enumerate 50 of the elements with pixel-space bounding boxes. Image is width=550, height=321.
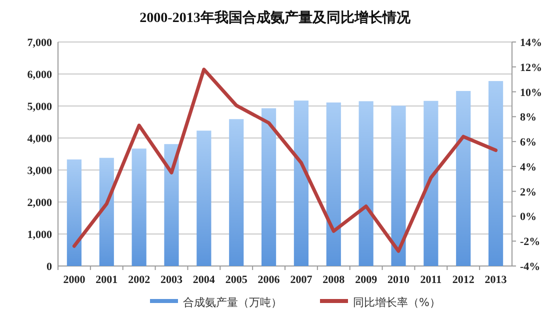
x-tick-label: 2010 — [388, 274, 410, 286]
bar — [99, 158, 114, 266]
legend-label: 合成氨产量（万吨） — [183, 296, 282, 309]
bar — [391, 106, 406, 266]
legend-label: 同比增长率（%） — [353, 296, 440, 309]
x-tick-label: 2000 — [63, 274, 86, 286]
y2-tick-label: 10% — [520, 86, 542, 99]
y2-tick-label: -2% — [520, 236, 540, 248]
bar — [261, 108, 276, 266]
y-tick-label: 2,000 — [27, 197, 52, 209]
y-tick-label: 5,000 — [27, 101, 52, 113]
x-tick-label: 2005 — [225, 274, 248, 286]
y2-tick-label: 8% — [520, 112, 536, 124]
y2-tick-label: 4% — [520, 161, 536, 174]
bar — [66, 159, 82, 266]
x-tick-label: 2002 — [128, 274, 151, 286]
y-tick-label: 7,000 — [27, 37, 52, 49]
x-tick-label: 2004 — [192, 274, 216, 286]
y-tick-label: 4,000 — [27, 133, 52, 145]
x-tick-label: 2011 — [420, 274, 442, 286]
bar — [164, 144, 179, 266]
x-tick-label: 2012 — [452, 274, 475, 286]
y2-tick-label: 14% — [520, 37, 542, 49]
bar — [326, 102, 341, 266]
bar — [488, 81, 504, 266]
bar — [294, 100, 309, 266]
y-tick-label: 6,000 — [27, 69, 52, 81]
y2-tick-label: 12% — [520, 62, 542, 74]
x-tick-label: 2003 — [160, 274, 183, 286]
bar — [229, 119, 244, 266]
x-tick-label: 2009 — [355, 274, 378, 286]
y-tick-label: 0 — [46, 261, 52, 273]
bar — [424, 100, 438, 266]
y2-tick-label: 2% — [520, 186, 536, 198]
line-series — [72, 68, 498, 253]
x-tick-label: 2006 — [258, 274, 280, 286]
bar — [196, 130, 212, 266]
bar — [456, 90, 471, 266]
y2-tick-label: 0% — [520, 211, 536, 224]
y-tick-label: 3,000 — [27, 165, 52, 177]
x-tick-label: 2013 — [484, 274, 508, 286]
y-tick-label: 1,000 — [27, 229, 52, 241]
x-tick-label: 2007 — [290, 274, 313, 286]
bar — [358, 101, 374, 266]
bar — [132, 148, 146, 266]
y2-tick-label: 6% — [520, 136, 536, 149]
y2-tick-label: -4% — [520, 261, 540, 273]
chart-title: 2000-2013年我国合成氨产量及同比增长情况 — [140, 9, 412, 26]
x-tick-label: 2001 — [96, 274, 118, 286]
x-tick-label: 2008 — [322, 274, 346, 286]
